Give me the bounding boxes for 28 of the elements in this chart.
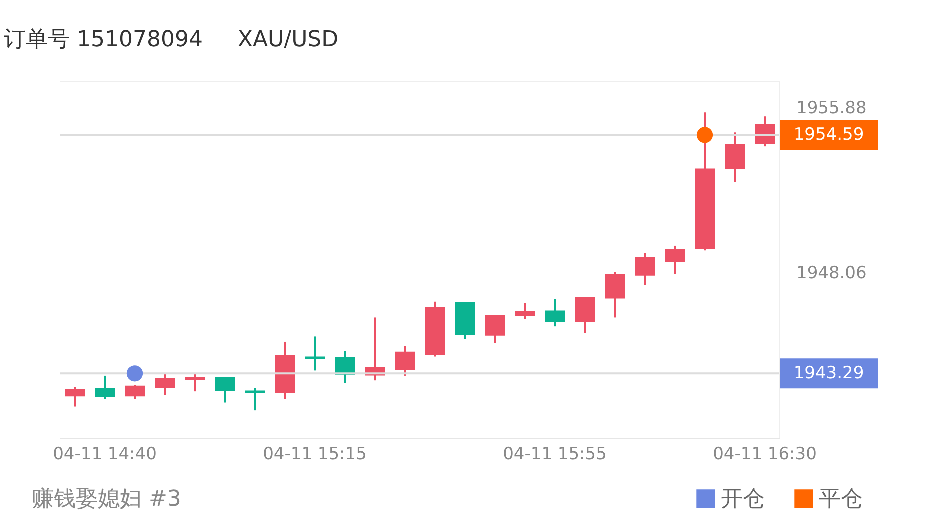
- legend-label: 开仓: [721, 487, 765, 512]
- candlestick: [395, 344, 415, 377]
- x-tick-label: 04-11 15:55: [503, 444, 607, 464]
- candlestick: [95, 374, 115, 400]
- ref-line-label: 1954.59: [794, 125, 864, 146]
- y-tick-label: 1948.06: [796, 263, 867, 284]
- candlestick: [305, 336, 325, 372]
- y-tick-label: 1955.88: [796, 98, 867, 118]
- candlestick: [485, 314, 505, 344]
- candlestick: [755, 116, 775, 148]
- candlestick: [155, 372, 175, 396]
- x-tick-label: 04-11 14:40: [53, 444, 157, 464]
- candlestick: [65, 386, 85, 408]
- x-tick-label: 04-11 16:30: [713, 444, 817, 464]
- legend-label: 平仓: [819, 487, 863, 512]
- text: 赚钱娶媳妇 #3: [32, 487, 182, 512]
- chart-title: 订单号 151078094 XAU/USD: [4, 28, 339, 52]
- x-tick-label: 04-11 15:15: [263, 444, 367, 464]
- candlestick: [245, 387, 265, 412]
- candlestick: [545, 298, 565, 328]
- candlestick: [335, 350, 355, 384]
- candlestick: [215, 376, 235, 404]
- candlestick: [665, 244, 685, 276]
- candlestick: [515, 302, 535, 320]
- candlestick: [635, 252, 655, 286]
- candlestick: [185, 373, 205, 393]
- candlestick: [125, 384, 145, 400]
- ref-line-label: 1943.29: [794, 364, 864, 384]
